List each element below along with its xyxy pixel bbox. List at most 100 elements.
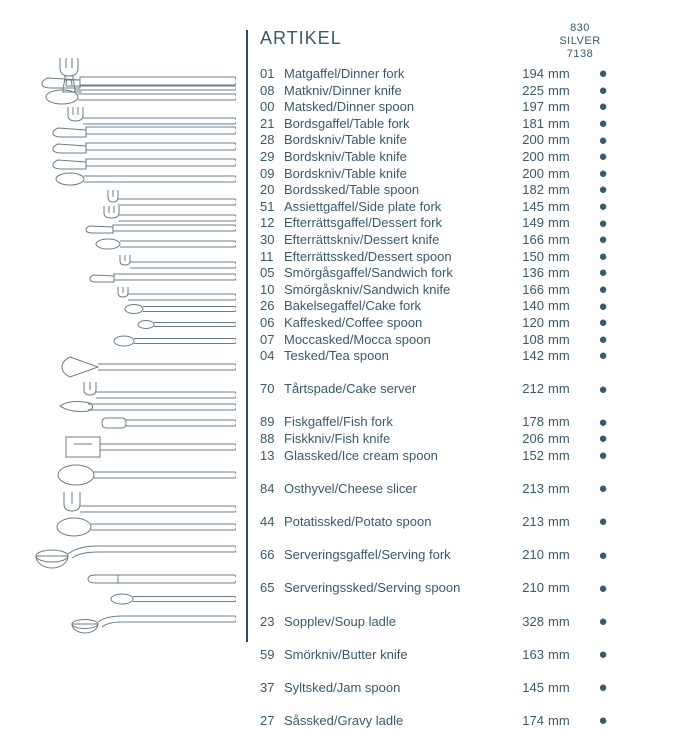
item-dim: 136 bbox=[488, 265, 548, 282]
item-name: Bordskniv/Table knife bbox=[284, 132, 488, 149]
item-unit: mm bbox=[548, 265, 578, 282]
item-name: Osthyvel/Cheese slicer bbox=[284, 481, 488, 498]
availability-dot: ● bbox=[578, 284, 628, 296]
item-row: 37Syltsked/Jam spoon145mm● bbox=[260, 680, 660, 697]
item-row: 27Såssked/Gravy ladle174mm● bbox=[260, 713, 660, 730]
availability-dot: ● bbox=[578, 251, 628, 263]
item-name: Bakelsegaffel/Cake fork bbox=[284, 298, 488, 315]
item-dim: 213 bbox=[488, 514, 548, 531]
item-code: 44 bbox=[260, 514, 284, 531]
item-row: 06Kaffesked/Coffee spoon120mm● bbox=[260, 315, 660, 332]
item-name: Matkniv/Dinner knife bbox=[284, 83, 488, 100]
item-dim: 194 bbox=[488, 66, 548, 83]
item-dim: 182 bbox=[488, 182, 548, 199]
item-dim: 206 bbox=[488, 431, 548, 448]
item-code: 65 bbox=[260, 580, 284, 597]
item-code: 13 bbox=[260, 448, 284, 465]
item-row: 65Serveringssked/Serving spoon210mm● bbox=[260, 580, 660, 597]
availability-dot: ● bbox=[578, 550, 628, 562]
item-dim: 142 bbox=[488, 348, 548, 365]
item-row: 88Fiskkniv/Fish knife206mm● bbox=[260, 431, 660, 448]
item-dim: 108 bbox=[488, 332, 548, 349]
item-unit: mm bbox=[548, 514, 578, 531]
item-name: Glassked/Ice cream spoon bbox=[284, 448, 488, 465]
item-dim: 174 bbox=[488, 713, 548, 730]
item-unit: mm bbox=[548, 83, 578, 100]
item-row: 05Smörgåsgaffel/Sandwich fork136mm● bbox=[260, 265, 660, 282]
item-row: 09Bordskniv/Table knife200mm● bbox=[260, 166, 660, 183]
item-unit: mm bbox=[548, 315, 578, 332]
vertical-divider bbox=[246, 30, 248, 642]
availability-dot: ● bbox=[578, 218, 628, 230]
item-unit: mm bbox=[548, 298, 578, 315]
availability-dot: ● bbox=[578, 516, 628, 528]
item-row: 20Bordssked/Table spoon182mm● bbox=[260, 182, 660, 199]
item-code: 20 bbox=[260, 182, 284, 199]
row-gap bbox=[260, 531, 660, 548]
availability-dot: ● bbox=[578, 682, 628, 694]
item-row: 84Osthyvel/Cheese slicer213mm● bbox=[260, 481, 660, 498]
item-row: 89Fiskgaffel/Fish fork178mm● bbox=[260, 414, 660, 431]
item-name: Tårtspade/Cake server bbox=[284, 381, 488, 398]
item-name: Bordskniv/Table knife bbox=[284, 149, 488, 166]
header-line1: 830 bbox=[538, 22, 622, 35]
item-dim: 213 bbox=[488, 481, 548, 498]
item-dim: 145 bbox=[488, 680, 548, 697]
item-dim: 210 bbox=[488, 547, 548, 564]
row-gap bbox=[260, 663, 660, 680]
item-row: 12Efterrättsgaffel/Dessert fork149mm● bbox=[260, 215, 660, 232]
item-name: Sopplev/Soup ladle bbox=[284, 614, 488, 631]
item-dim: 212 bbox=[488, 381, 548, 398]
availability-dot: ● bbox=[578, 101, 628, 113]
availability-dot: ● bbox=[578, 450, 628, 462]
item-row: 21Bordsgaffel/Table fork181mm● bbox=[260, 116, 660, 133]
item-name: Såssked/Gravy ladle bbox=[284, 713, 488, 730]
item-code: 09 bbox=[260, 166, 284, 183]
item-code: 28 bbox=[260, 132, 284, 149]
item-row: 66Serveringsgaffel/Serving fork210mm● bbox=[260, 547, 660, 564]
item-code: 37 bbox=[260, 680, 284, 697]
content-column: ARTIKEL 830 SILVER 7138 01Matgaffel/Dinn… bbox=[260, 22, 660, 730]
item-name: Efterrättskniv/Dessert knife bbox=[284, 232, 488, 249]
item-code: 23 bbox=[260, 614, 284, 631]
item-name: Syltsked/Jam spoon bbox=[284, 680, 488, 697]
item-name: Smörgåskniv/Sandwich knife bbox=[284, 282, 488, 299]
item-name: Bordsgaffel/Table fork bbox=[284, 116, 488, 133]
item-unit: mm bbox=[548, 448, 578, 465]
item-dim: 149 bbox=[488, 215, 548, 232]
header-right: 830 SILVER 7138 bbox=[538, 22, 622, 66]
item-dim: 200 bbox=[488, 132, 548, 149]
item-row: 13Glassked/Ice cream spoon152mm● bbox=[260, 448, 660, 465]
item-name: Fiskkniv/Fish knife bbox=[284, 431, 488, 448]
item-dim: 166 bbox=[488, 232, 548, 249]
item-name: Efterrättssked/Dessert spoon bbox=[284, 249, 488, 266]
item-code: 84 bbox=[260, 481, 284, 498]
item-dim: 150 bbox=[488, 249, 548, 266]
item-dim: 200 bbox=[488, 149, 548, 166]
item-dim: 328 bbox=[488, 614, 548, 631]
item-dim: 225 bbox=[488, 83, 548, 100]
item-name: Assiettgaffel/Side plate fork bbox=[284, 199, 488, 216]
item-code: 88 bbox=[260, 431, 284, 448]
availability-dot: ● bbox=[578, 151, 628, 163]
availability-dot: ● bbox=[578, 301, 628, 313]
item-row: 08Matkniv/Dinner knife225mm● bbox=[260, 83, 660, 100]
item-name: Fiskgaffel/Fish fork bbox=[284, 414, 488, 431]
item-row: 51Assiettgaffel/Side plate fork145mm● bbox=[260, 199, 660, 216]
item-code: 89 bbox=[260, 414, 284, 431]
utensil-illustrations bbox=[30, 52, 236, 642]
item-unit: mm bbox=[548, 414, 578, 431]
item-row: 10Smörgåskniv/Sandwich knife166mm● bbox=[260, 282, 660, 299]
item-unit: mm bbox=[548, 680, 578, 697]
item-code: 06 bbox=[260, 315, 284, 332]
row-gap bbox=[260, 497, 660, 514]
header-line2: SILVER bbox=[538, 35, 622, 48]
item-dim: 200 bbox=[488, 166, 548, 183]
item-name: Smörgåsgaffel/Sandwich fork bbox=[284, 265, 488, 282]
item-row: 29Bordskniv/Table knife200mm● bbox=[260, 149, 660, 166]
item-name: Efterrättsgaffel/Dessert fork bbox=[284, 215, 488, 232]
item-code: 30 bbox=[260, 232, 284, 249]
item-code: 59 bbox=[260, 647, 284, 664]
row-gap bbox=[260, 464, 660, 481]
item-code: 08 bbox=[260, 83, 284, 100]
